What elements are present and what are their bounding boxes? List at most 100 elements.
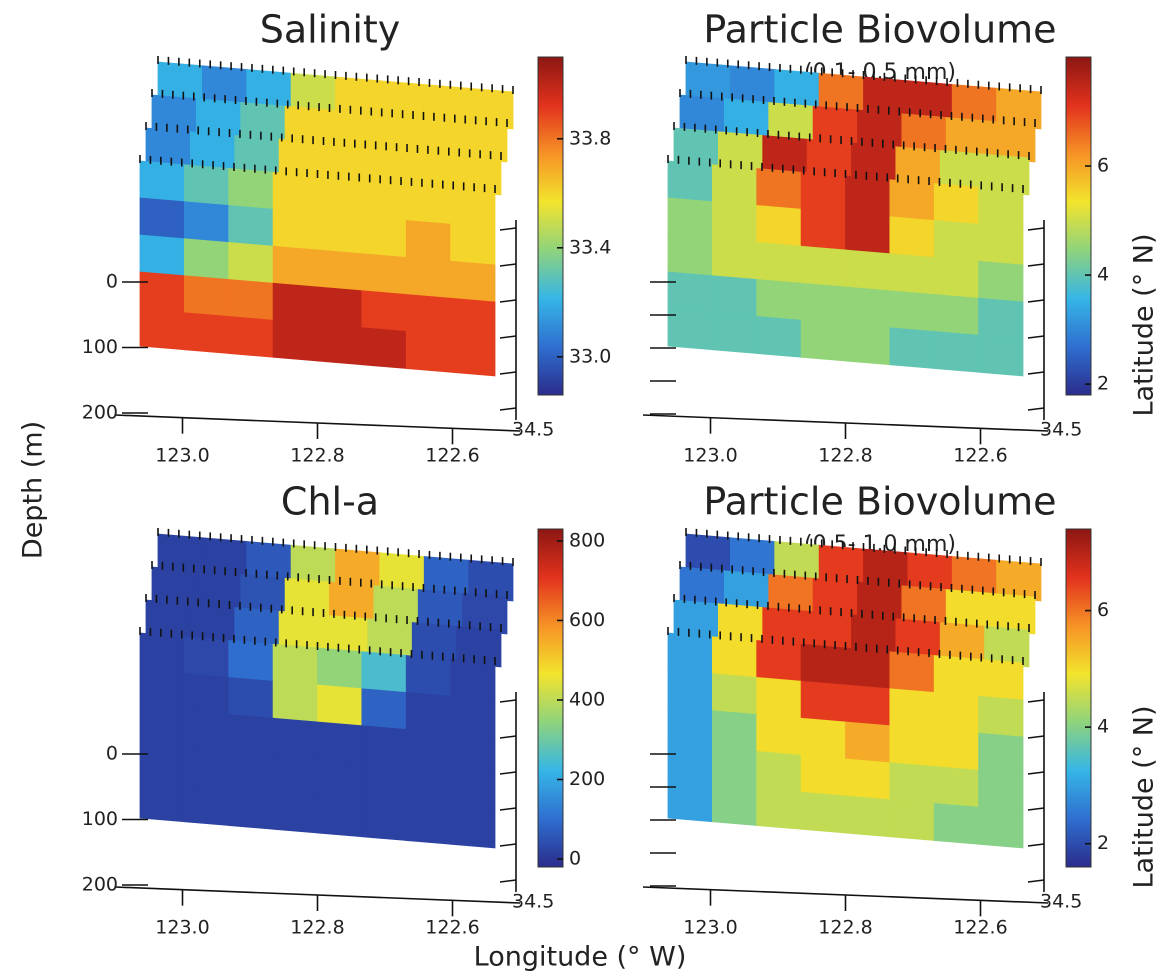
heat-cell (450, 695, 496, 738)
colorbar (537, 56, 564, 396)
heat-cell (462, 120, 508, 163)
heat-cell (845, 323, 891, 366)
colorbar-tick-label: 200 (569, 768, 605, 790)
x-tick-label: 122.6 (953, 917, 1007, 939)
latitude-tick (1027, 807, 1045, 811)
heat-cell (800, 754, 846, 797)
heat-cell (405, 294, 452, 336)
colorbar (1065, 56, 1092, 396)
heat-cell (228, 205, 274, 247)
heat-cell (317, 286, 363, 329)
y-tick-label: 100 (82, 808, 118, 830)
latitude-tick (499, 371, 517, 375)
x-tick-label: 122.6 (425, 917, 479, 939)
heat-cell (405, 803, 452, 845)
heat-cell (462, 592, 508, 635)
heat-cell (996, 87, 1042, 130)
heat-cell (800, 171, 846, 214)
heat-cell (800, 643, 846, 686)
heat-cell (405, 729, 452, 771)
heat-cell (183, 747, 230, 789)
heat-cell (756, 751, 802, 793)
latitude-tick (499, 227, 517, 231)
heat-cell (183, 636, 230, 678)
heat-cell (978, 695, 1024, 738)
latitude-label: Latitude (° N) (1129, 233, 1160, 416)
latitude-tick (1027, 263, 1045, 267)
latitude-tick (1027, 335, 1045, 339)
x-tick-label: 122.6 (425, 445, 479, 467)
latitude-tick (499, 771, 517, 775)
heat-cell (468, 87, 514, 130)
heat-cell (361, 688, 407, 730)
y-tick-label: 0 (106, 743, 118, 765)
latitude-tick (499, 407, 517, 411)
heat-cell (756, 788, 802, 830)
heat-cell (667, 743, 713, 786)
heat-cell (183, 710, 230, 752)
heat-cell (361, 725, 407, 767)
heat-cell (711, 710, 758, 752)
heat-cell (800, 282, 846, 325)
heat-cell (933, 183, 980, 225)
colorbar-tick-label: 600 (569, 609, 605, 631)
heat-cell (889, 253, 935, 295)
heat-cell (800, 680, 846, 723)
y-tick-label: 200 (82, 402, 118, 424)
heat-cell (756, 242, 802, 284)
x-tick-label: 123.0 (155, 917, 209, 939)
heat-cell (139, 271, 185, 314)
heat-cell (800, 245, 846, 288)
heat-cell (139, 632, 185, 675)
heat-cell (456, 625, 502, 668)
heat-cell (990, 592, 1036, 635)
heat-cell (711, 673, 758, 715)
heat-cell (228, 279, 274, 321)
heat-cell (978, 806, 1024, 849)
x-tick-label: 122.8 (290, 917, 344, 939)
heat-cell (228, 714, 274, 756)
x-tick-label: 122.8 (290, 445, 344, 467)
heat-cell (711, 747, 758, 789)
heat-cell (450, 297, 496, 340)
heat-cell (228, 316, 274, 358)
heat-cell (711, 201, 758, 243)
heat-cell (889, 725, 935, 767)
heat-cell (978, 186, 1024, 229)
heat-cell (933, 331, 980, 373)
latitude-tick (1027, 227, 1045, 231)
heat-cell (183, 238, 230, 280)
colorbar-tick-label: 2 (1097, 373, 1109, 395)
heat-cell (405, 655, 452, 697)
heat-cell (667, 706, 713, 749)
heat-cell (978, 732, 1024, 775)
heat-cell (317, 249, 363, 292)
latitude-tick (1027, 407, 1045, 411)
x-tick-label: 123.0 (683, 917, 737, 939)
heat-cell (139, 780, 185, 823)
heat-cell (756, 205, 802, 247)
chart-title: Particle Biovolume (703, 8, 1056, 52)
heat-cell (272, 282, 318, 325)
latitude-tick (499, 699, 517, 703)
heat-cell (450, 334, 496, 377)
heat-cell (845, 647, 891, 690)
latitude-tick (499, 335, 517, 339)
heat-cell (845, 795, 891, 838)
heat-cell (984, 625, 1030, 668)
heat-cell (228, 751, 274, 793)
heat-cell (933, 220, 980, 262)
heat-cell (990, 120, 1036, 163)
colorbar-tick-label: 800 (569, 529, 605, 551)
heat-cell (711, 275, 758, 317)
heat-cell (889, 651, 935, 693)
heat-cell (845, 212, 891, 255)
colorbar-tick-label: 33.4 (569, 236, 611, 258)
heat-cell (361, 216, 407, 258)
heat-cell (450, 186, 496, 229)
latitude-tick (499, 843, 517, 847)
heat-cell (933, 729, 980, 771)
y-tick-label: 0 (106, 271, 118, 293)
heat-cell (933, 294, 980, 336)
heat-cell (667, 669, 713, 712)
